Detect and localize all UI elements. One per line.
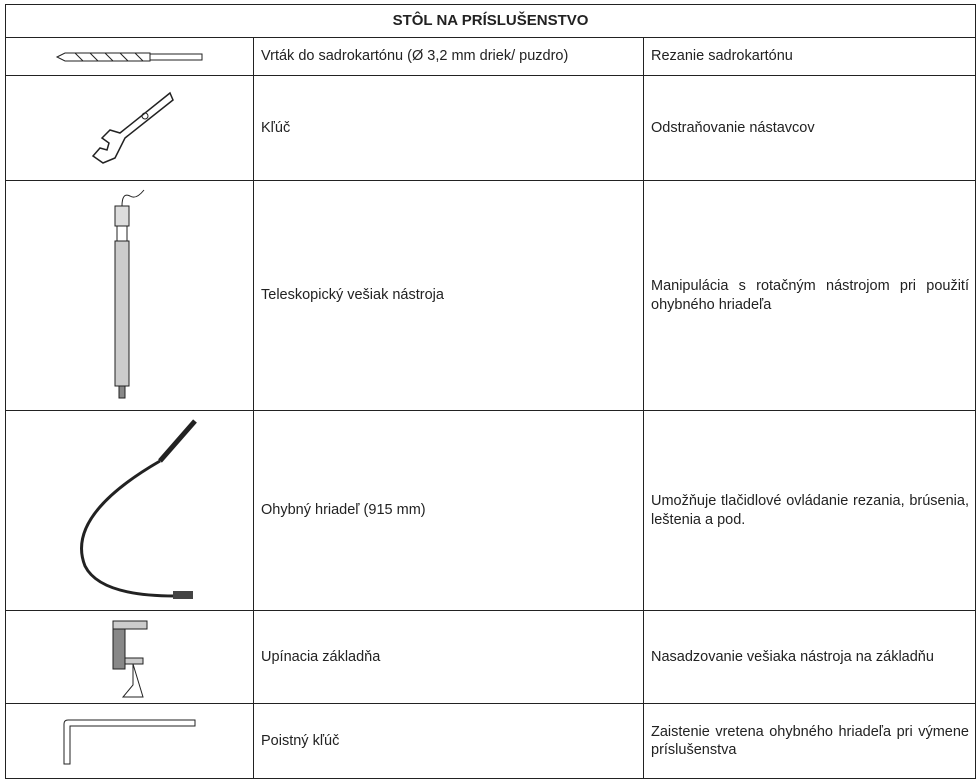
image-cell	[5, 410, 254, 611]
hanger-icon	[114, 189, 144, 398]
table-cell: Nasadzovanie vešiaka nástroja na základň…	[643, 610, 976, 704]
item-name: Ohybný hriadeľ (915 mm)	[261, 502, 426, 519]
item-use: Rezanie sadrokartónu	[651, 48, 793, 65]
item-use: Umožňuje tlačidlové ovládanie rezania, b…	[651, 493, 969, 528]
table-cell: Odstraňovanie nástavcov	[643, 75, 976, 181]
image-cell	[5, 610, 254, 704]
item-use: Zaistenie vretena ohybného hriadeľa pri …	[651, 723, 969, 758]
table-cell: Zaistenie vretena ohybného hriadeľa pri …	[643, 703, 976, 779]
table-cell: Poistný kľúč	[253, 703, 644, 779]
item-name: Upínacia základňa	[261, 648, 381, 665]
image-cell	[5, 75, 254, 181]
item-name: Poistný kľúč	[261, 732, 340, 749]
item-name: Kľúč	[261, 119, 291, 136]
item-name: Teleskopický vešiak nástroja	[261, 287, 444, 304]
table-cell: Manipulácia s rotačným nástrojom pri pou…	[643, 180, 976, 411]
table-cell: Rezanie sadrokartónu	[643, 37, 976, 76]
hex-key-icon	[63, 719, 195, 765]
item-use: Manipulácia s rotačným nástrojom pri pou…	[651, 278, 969, 313]
table-title: STÔL NA PRÍSLUŠENSTVO	[5, 4, 976, 38]
drill-bit-icon	[55, 52, 202, 61]
table-cell: Ohybný hriadeľ (915 mm)	[253, 410, 644, 611]
table-cell: Teleskopický vešiak nástroja	[253, 180, 644, 411]
table-cell: Upínacia základňa	[253, 610, 644, 704]
table-cell: Vrták do sadrokartónu (Ø 3,2 mm driek/ p…	[253, 37, 644, 76]
image-cell	[5, 703, 254, 779]
image-cell	[5, 180, 254, 411]
item-use: Nasadzovanie vešiaka nástroja na základň…	[651, 648, 934, 665]
image-cell	[5, 37, 254, 76]
table-cell: Kľúč	[253, 75, 644, 181]
item-use: Odstraňovanie nástavcov	[651, 119, 815, 136]
item-name: Vrták do sadrokartónu (Ø 3,2 mm driek/ p…	[261, 48, 569, 65]
clamp-icon	[112, 620, 147, 698]
table-cell: Umožňuje tlačidlové ovládanie rezania, b…	[643, 410, 976, 611]
flex-shaft-icon	[79, 418, 197, 599]
wrench-icon	[91, 91, 174, 164]
